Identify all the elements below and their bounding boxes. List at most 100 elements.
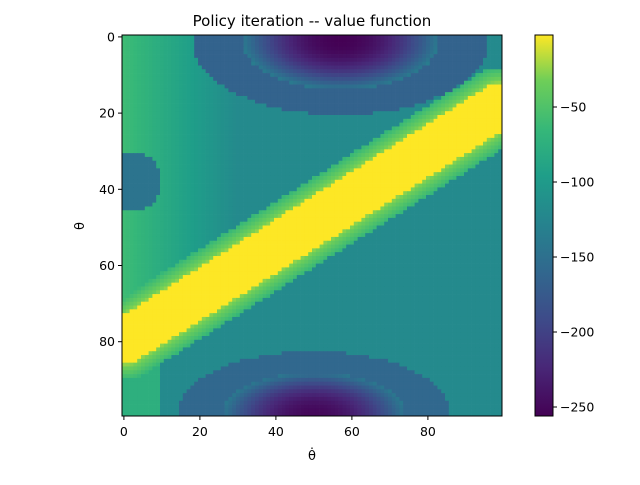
heatmap-cell (300, 111, 305, 116)
heatmap-cell (365, 38, 370, 43)
heatmap-cell (467, 84, 472, 89)
heatmap-cell (494, 214, 499, 219)
heatmap-cell (228, 69, 233, 74)
heatmap-cell (410, 122, 415, 127)
heatmap-cell (471, 195, 476, 200)
heatmap-cell (152, 134, 157, 139)
heatmap-cell (277, 191, 282, 196)
heatmap-cell (224, 164, 229, 169)
heatmap-cell (228, 160, 233, 165)
heatmap-cell (490, 210, 495, 215)
heatmap-cell (429, 69, 434, 74)
heatmap-cell (388, 57, 393, 63)
heatmap-cell (209, 183, 214, 188)
heatmap-cell (334, 137, 339, 143)
heatmap-cell (395, 202, 400, 207)
heatmap-cell (361, 73, 366, 78)
heatmap-cell (194, 88, 199, 93)
heatmap-cell (141, 164, 146, 169)
heatmap-cell (338, 221, 343, 226)
heatmap-cell (179, 183, 184, 188)
heatmap-cell (426, 118, 431, 123)
heatmap-cell (384, 153, 389, 158)
heatmap-cell (376, 221, 381, 226)
heatmap-cell (217, 214, 222, 219)
heatmap-cell (239, 76, 244, 82)
heatmap-cell (277, 65, 282, 70)
heatmap-cell (270, 80, 275, 85)
heatmap-cell (274, 122, 279, 127)
heatmap-cell (228, 95, 233, 101)
heatmap-cell (460, 111, 465, 116)
heatmap-cell (479, 42, 484, 47)
heatmap-cell (471, 80, 476, 85)
heatmap-cell (285, 69, 290, 74)
heatmap-cell (175, 198, 180, 203)
heatmap-cell (293, 187, 298, 192)
heatmap-cell (319, 118, 324, 123)
heatmap-cell (407, 92, 412, 97)
heatmap-cell (331, 76, 336, 82)
heatmap-cell (422, 198, 427, 203)
heatmap-cell (407, 73, 412, 78)
heatmap-cell (483, 195, 488, 200)
heatmap-cell (426, 156, 431, 162)
heatmap-cell (410, 80, 415, 85)
heatmap-cell (239, 179, 244, 184)
heatmap-cell (384, 54, 389, 59)
heatmap-cell (334, 46, 339, 51)
heatmap-cell (494, 172, 499, 177)
heatmap-cell (289, 156, 294, 162)
heatmap-cell (258, 217, 263, 223)
heatmap-cell (490, 92, 495, 97)
heatmap-cell (395, 191, 400, 196)
heatmap-cell (445, 61, 450, 66)
heatmap-cell (304, 153, 309, 158)
heatmap-cell (433, 206, 438, 211)
heatmap-cell (258, 126, 263, 131)
heatmap-cell (274, 92, 279, 97)
heatmap-cell (179, 73, 184, 78)
heatmap-cell (137, 111, 142, 116)
heatmap-cell (426, 134, 431, 139)
heatmap-cell (277, 141, 282, 146)
heatmap-cell (456, 134, 461, 139)
heatmap-cell (247, 137, 252, 143)
heatmap-cell (285, 179, 290, 184)
heatmap-cell (407, 103, 412, 108)
heatmap-cell (437, 183, 442, 188)
heatmap-cell (148, 57, 153, 63)
heatmap-cell (213, 149, 218, 154)
heatmap-cell (429, 195, 434, 200)
heatmap-cell (239, 57, 244, 63)
heatmap-cell (141, 115, 146, 120)
heatmap-cell (422, 126, 427, 131)
heatmap-cell (372, 42, 377, 47)
heatmap-cell (141, 187, 146, 192)
heatmap-cell (277, 153, 282, 158)
heatmap-cell (175, 88, 180, 93)
heatmap-cell (163, 54, 168, 59)
heatmap-cell (403, 115, 408, 120)
heatmap-cell (148, 118, 153, 123)
heatmap-cell (395, 221, 400, 226)
heatmap-cell (144, 202, 149, 207)
heatmap-cell (323, 153, 328, 158)
heatmap-cell (160, 164, 165, 169)
heatmap-cell (186, 65, 191, 70)
heatmap-cell (452, 88, 457, 93)
heatmap-cell (448, 92, 453, 97)
heatmap-cell (391, 137, 396, 143)
heatmap-cell (262, 198, 267, 203)
heatmap-cell (414, 111, 419, 116)
heatmap-cell (201, 202, 206, 207)
heatmap-cell (247, 217, 252, 223)
heatmap-cell (304, 80, 309, 85)
heatmap-cell (220, 202, 225, 207)
heatmap-cell (464, 210, 469, 215)
heatmap-cell (167, 103, 172, 108)
heatmap-cell (209, 145, 214, 150)
heatmap-cell (437, 175, 442, 181)
heatmap-cell (448, 156, 453, 162)
heatmap-cell (315, 210, 320, 215)
